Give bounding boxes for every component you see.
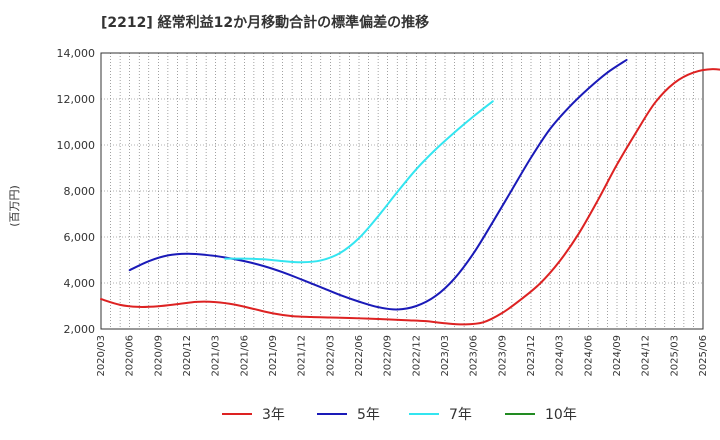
y-tick-label: 10,000 bbox=[57, 139, 96, 152]
legend-swatch bbox=[317, 413, 347, 415]
legend-item-3: 7年 bbox=[409, 402, 472, 426]
x-tick-label: 2024/12 bbox=[641, 335, 652, 377]
y-tick-label: 4,000 bbox=[64, 277, 96, 290]
legend-label: 3年 bbox=[262, 407, 285, 423]
legend-item-4: 10年 bbox=[505, 402, 577, 426]
legend-label: 7年 bbox=[449, 407, 472, 423]
y-axis-label: (百万円) bbox=[8, 185, 21, 227]
chart-title: [2212] 経常利益12か月移動合計の標準偏差の推移 bbox=[101, 15, 430, 31]
legend-swatch bbox=[222, 413, 252, 415]
x-tick-label: 2021/09 bbox=[268, 335, 279, 377]
x-tick-label: 2022/09 bbox=[383, 335, 394, 377]
legend-swatch bbox=[409, 413, 439, 415]
x-tick-label: 2025/06 bbox=[698, 335, 709, 377]
plot-frame bbox=[100, 52, 704, 330]
tick-labels: 2,000 4,000 6,000 8,000 10,000 12,000 14,000 20… bbox=[57, 47, 710, 377]
x-tick-label: 2021/06 bbox=[239, 335, 250, 377]
series-line-1 bbox=[100, 68, 720, 326]
x-tick-label: 2021/12 bbox=[297, 335, 308, 377]
x-tick-label: 2022/06 bbox=[354, 335, 365, 377]
legend: 3年 5年 7年 10年 bbox=[0, 402, 720, 426]
x-tick-label: 2025/03 bbox=[669, 335, 680, 377]
y-tick-label: 6,000 bbox=[64, 231, 96, 244]
y-tick-label: 12,000 bbox=[57, 93, 96, 106]
legend-label: 10年 bbox=[545, 407, 577, 423]
x-tick-label: 2023/06 bbox=[469, 335, 480, 377]
x-tick-label: 2023/09 bbox=[497, 335, 508, 377]
x-tick-label: 2020/03 bbox=[96, 335, 107, 377]
x-tick-label: 2022/12 bbox=[411, 335, 422, 377]
x-tick-label: 2021/03 bbox=[211, 335, 222, 377]
legend-swatch bbox=[505, 413, 535, 415]
series-lines bbox=[100, 58, 720, 326]
x-tick-label: 2024/03 bbox=[555, 335, 566, 377]
axes bbox=[100, 52, 704, 330]
x-tick-label: 2024/06 bbox=[583, 335, 594, 377]
x-tick-label: 2020/12 bbox=[182, 335, 193, 377]
series-line-3 bbox=[224, 100, 494, 264]
legend-item-2: 5年 bbox=[317, 402, 380, 426]
x-tick-label: 2023/03 bbox=[440, 335, 451, 377]
x-tick-label: 2024/09 bbox=[612, 335, 623, 377]
legend-label: 5年 bbox=[357, 407, 380, 423]
x-tick-label: 2020/09 bbox=[153, 335, 164, 377]
legend-item-1: 3年 bbox=[222, 402, 285, 426]
x-tick-label: 2022/03 bbox=[325, 335, 336, 377]
y-tick-label: 2,000 bbox=[64, 323, 96, 336]
y-tick-label: 8,000 bbox=[64, 185, 96, 198]
series-line-2 bbox=[128, 58, 628, 311]
y-tick-label: 14,000 bbox=[57, 47, 96, 60]
x-tick-label: 2023/12 bbox=[526, 335, 537, 377]
x-tick-label: 2020/06 bbox=[125, 335, 136, 377]
gridlines bbox=[101, 52, 703, 329]
